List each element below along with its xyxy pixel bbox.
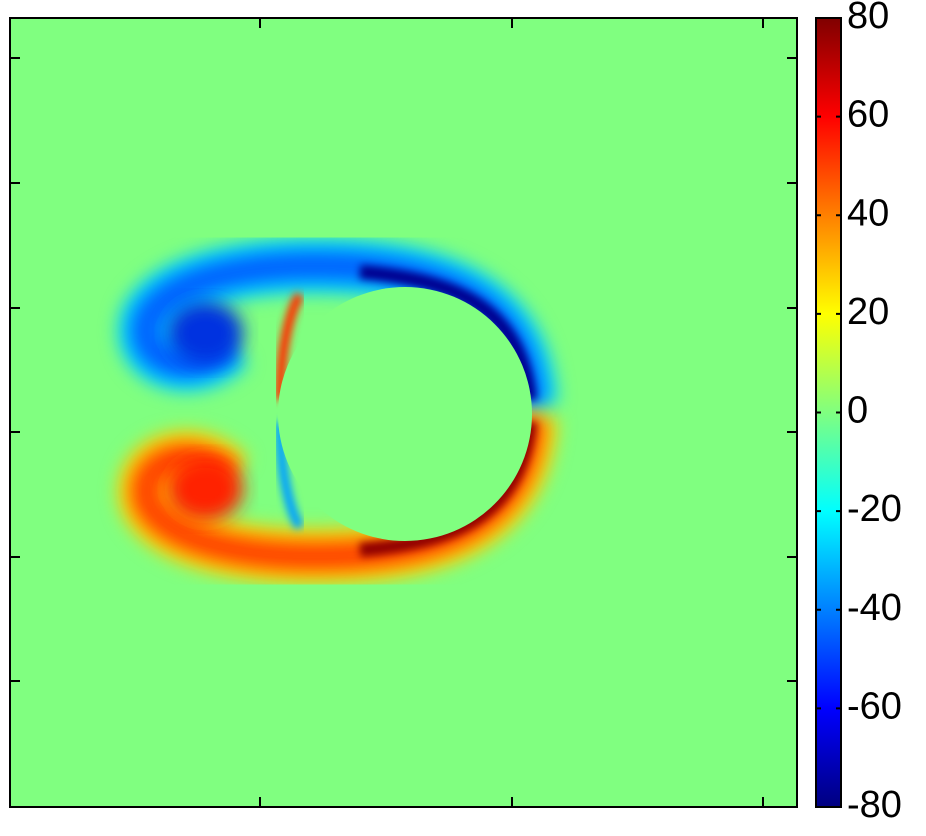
cylinder — [278, 287, 532, 541]
colorbar-tick-label: -40 — [847, 587, 902, 629]
colorbar-tick-label: -60 — [847, 685, 902, 727]
upper-shear-layer — [118, 238, 558, 408]
colorbar-tick-label: -80 — [847, 784, 902, 826]
colorbar-tick-label: 60 — [847, 94, 889, 136]
colorbar-tick-label: 80 — [847, 0, 889, 37]
colorbar-tick-label: 20 — [847, 291, 889, 333]
colorbar-tick-label: 40 — [847, 192, 889, 234]
colorbar-tick-label: -20 — [847, 488, 902, 530]
colorbar-tick-label: 0 — [847, 390, 868, 432]
field — [10, 18, 797, 807]
plot-frame — [9, 17, 798, 808]
axis-ticks — [10, 18, 797, 807]
